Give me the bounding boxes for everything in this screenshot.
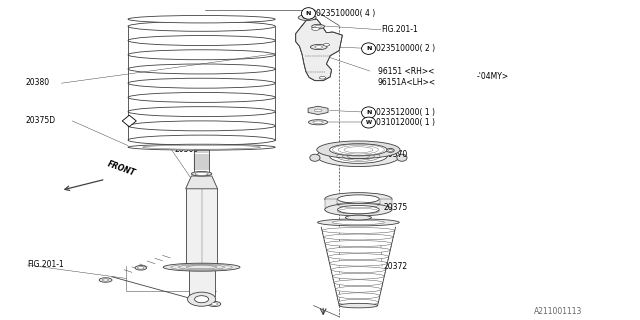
Ellipse shape xyxy=(312,27,319,30)
Text: FIG.201-1: FIG.201-1 xyxy=(28,260,64,269)
Text: 031012000( 1 ): 031012000( 1 ) xyxy=(376,118,435,127)
Ellipse shape xyxy=(362,43,376,54)
Text: W: W xyxy=(365,120,372,125)
Text: FRONT: FRONT xyxy=(106,159,137,178)
Ellipse shape xyxy=(325,193,392,205)
Ellipse shape xyxy=(339,300,378,305)
Ellipse shape xyxy=(328,254,389,260)
Ellipse shape xyxy=(313,121,323,124)
Ellipse shape xyxy=(102,279,109,281)
Ellipse shape xyxy=(315,26,321,28)
Polygon shape xyxy=(325,199,337,210)
Text: 96151 <RH><: 96151 <RH>< xyxy=(378,67,434,76)
Ellipse shape xyxy=(325,203,392,216)
Ellipse shape xyxy=(324,234,393,240)
Text: 20365: 20365 xyxy=(174,145,198,154)
Ellipse shape xyxy=(99,278,112,282)
Ellipse shape xyxy=(310,44,327,50)
Polygon shape xyxy=(189,271,214,296)
Ellipse shape xyxy=(362,107,376,118)
Ellipse shape xyxy=(322,228,395,233)
Ellipse shape xyxy=(323,44,330,46)
Text: 20375: 20375 xyxy=(384,203,408,212)
Ellipse shape xyxy=(310,154,320,161)
Ellipse shape xyxy=(317,219,399,226)
Ellipse shape xyxy=(308,120,328,125)
Polygon shape xyxy=(296,19,342,81)
Ellipse shape xyxy=(335,286,381,292)
Text: 023510000( 4 ): 023510000( 4 ) xyxy=(316,9,376,18)
Ellipse shape xyxy=(326,247,390,253)
Ellipse shape xyxy=(298,15,316,20)
Ellipse shape xyxy=(195,172,208,175)
Ellipse shape xyxy=(319,76,326,79)
Text: 20372: 20372 xyxy=(384,262,408,271)
Ellipse shape xyxy=(331,267,386,273)
Ellipse shape xyxy=(338,195,380,203)
Ellipse shape xyxy=(338,205,380,214)
Polygon shape xyxy=(308,106,328,115)
Ellipse shape xyxy=(195,296,209,303)
Ellipse shape xyxy=(188,292,216,306)
Ellipse shape xyxy=(163,263,240,271)
Ellipse shape xyxy=(333,273,385,279)
Text: FIG.201-1: FIG.201-1 xyxy=(381,25,417,34)
Polygon shape xyxy=(122,115,136,127)
Polygon shape xyxy=(380,199,392,210)
Ellipse shape xyxy=(339,303,378,308)
Ellipse shape xyxy=(315,46,323,48)
Text: N: N xyxy=(306,11,311,16)
Polygon shape xyxy=(186,189,217,267)
Ellipse shape xyxy=(346,215,371,220)
Text: 023510000( 2 ): 023510000( 2 ) xyxy=(376,44,435,53)
Ellipse shape xyxy=(397,154,407,161)
Text: 023512000( 1 ): 023512000( 1 ) xyxy=(376,108,435,117)
Ellipse shape xyxy=(208,301,221,307)
Ellipse shape xyxy=(317,141,400,159)
Text: N: N xyxy=(366,46,371,51)
Text: N: N xyxy=(366,110,371,115)
Ellipse shape xyxy=(312,24,324,29)
Ellipse shape xyxy=(388,149,392,151)
Text: A211001113: A211001113 xyxy=(534,307,583,316)
Ellipse shape xyxy=(191,172,212,176)
Ellipse shape xyxy=(128,15,275,23)
Text: 96151A<LH><: 96151A<LH>< xyxy=(378,78,436,87)
Ellipse shape xyxy=(325,241,392,246)
Ellipse shape xyxy=(330,149,387,163)
Ellipse shape xyxy=(211,303,218,305)
Text: 20380: 20380 xyxy=(26,78,50,87)
Ellipse shape xyxy=(362,117,376,128)
Polygon shape xyxy=(186,176,218,189)
Ellipse shape xyxy=(317,146,400,167)
Ellipse shape xyxy=(332,220,385,225)
Ellipse shape xyxy=(387,148,394,152)
Ellipse shape xyxy=(128,144,275,150)
Text: 20370: 20370 xyxy=(384,150,408,159)
Ellipse shape xyxy=(301,8,316,19)
Text: -'04MY>: -'04MY> xyxy=(477,72,509,81)
Ellipse shape xyxy=(135,266,147,270)
Ellipse shape xyxy=(303,16,312,19)
Ellipse shape xyxy=(314,109,322,112)
Ellipse shape xyxy=(337,293,380,299)
Ellipse shape xyxy=(330,260,387,266)
Ellipse shape xyxy=(138,267,144,269)
Ellipse shape xyxy=(330,144,387,156)
Ellipse shape xyxy=(334,280,383,286)
Text: 20375D: 20375D xyxy=(26,116,56,125)
